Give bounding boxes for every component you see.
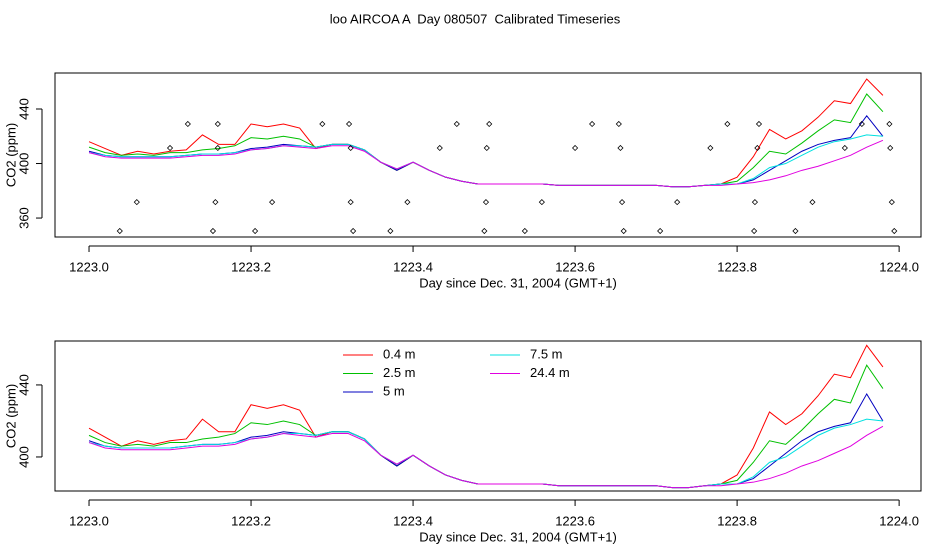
point-marker bbox=[436, 144, 443, 152]
point-marker bbox=[888, 199, 895, 206]
point-marker bbox=[589, 120, 596, 128]
x-tick-label: 1224.0 bbox=[879, 259, 919, 274]
plot-box bbox=[54, 72, 922, 238]
point-marker bbox=[209, 227, 217, 235]
x-tick-label: 1224.0 bbox=[879, 513, 919, 528]
x-axis-title: Day since Dec. 31, 2004 (GMT+1) bbox=[419, 275, 617, 290]
point-marker bbox=[453, 120, 460, 128]
point-marker bbox=[184, 120, 191, 128]
point-marker bbox=[707, 144, 714, 152]
x-tick-label: 1223.4 bbox=[393, 259, 433, 274]
x-tick-label: 1223.8 bbox=[717, 513, 757, 528]
point-marker bbox=[116, 227, 123, 235]
point-marker bbox=[615, 120, 622, 128]
series-line bbox=[88, 418, 883, 489]
series-line bbox=[88, 139, 884, 188]
series-line bbox=[88, 392, 884, 489]
point-marker bbox=[404, 199, 411, 206]
point-marker bbox=[481, 227, 488, 235]
point-marker bbox=[754, 144, 761, 152]
x-tick-label: 1223.8 bbox=[717, 259, 757, 274]
series-line bbox=[88, 364, 884, 489]
point-marker bbox=[887, 144, 894, 152]
plot-box bbox=[54, 340, 922, 492]
point-marker bbox=[346, 120, 353, 128]
point-marker bbox=[858, 120, 865, 128]
legend-label: 2.5 m bbox=[383, 365, 416, 380]
point-marker bbox=[809, 199, 816, 206]
point-marker bbox=[486, 120, 493, 128]
series-line bbox=[88, 134, 883, 188]
point-marker bbox=[214, 120, 221, 128]
point-marker bbox=[751, 199, 758, 206]
chart-title: loo AIRCOA A Day 080507 Calibrated Times… bbox=[330, 11, 621, 26]
point-marker bbox=[620, 227, 627, 235]
point-marker bbox=[521, 227, 528, 235]
series-line bbox=[88, 114, 884, 188]
point-marker bbox=[166, 144, 174, 152]
point-marker bbox=[347, 144, 354, 152]
x-tick-label: 1223.0 bbox=[69, 513, 109, 528]
point-marker bbox=[886, 120, 893, 128]
x-tick-label: 1223.0 bbox=[69, 259, 109, 274]
point-marker bbox=[133, 199, 140, 206]
point-marker bbox=[755, 120, 763, 128]
point-marker bbox=[387, 227, 394, 235]
point-marker bbox=[674, 199, 681, 206]
point-marker bbox=[751, 227, 758, 235]
y-axis-title: CO2 (ppm) bbox=[3, 123, 18, 187]
legend-label: 7.5 m bbox=[530, 346, 563, 361]
x-tick-label: 1223.2 bbox=[231, 513, 271, 528]
point-marker bbox=[482, 199, 490, 206]
x-tick-label: 1223.2 bbox=[231, 259, 271, 274]
x-tick-label: 1223.6 bbox=[555, 513, 595, 528]
point-marker bbox=[350, 227, 357, 235]
point-marker bbox=[212, 199, 219, 206]
point-marker bbox=[724, 120, 731, 128]
point-marker bbox=[269, 199, 276, 206]
y-axis-title: CO2 (ppm) bbox=[3, 384, 18, 448]
y-tick-label: 400 bbox=[16, 153, 31, 175]
point-marker bbox=[617, 144, 624, 152]
point-marker bbox=[252, 227, 259, 235]
y-tick-label: 400 bbox=[16, 446, 31, 468]
legend-label: 0.4 m bbox=[383, 346, 416, 361]
point-marker bbox=[891, 227, 898, 235]
point-marker bbox=[483, 144, 490, 152]
point-marker bbox=[572, 144, 579, 152]
point-marker bbox=[792, 227, 799, 235]
point-marker bbox=[319, 120, 326, 128]
series-line bbox=[88, 344, 884, 489]
legend-label: 5 m bbox=[383, 383, 405, 398]
y-tick-label: 360 bbox=[16, 207, 31, 229]
series-line bbox=[88, 93, 884, 188]
point-marker bbox=[214, 144, 221, 152]
point-marker bbox=[841, 144, 848, 152]
x-tick-label: 1223.6 bbox=[555, 259, 595, 274]
legend-label: 24.4 m bbox=[530, 365, 570, 380]
y-tick-label: 440 bbox=[16, 98, 31, 120]
series-line bbox=[88, 78, 884, 188]
series-line bbox=[88, 425, 884, 489]
point-marker bbox=[657, 227, 664, 235]
x-tick-label: 1223.4 bbox=[393, 513, 433, 528]
x-axis-title: Day since Dec. 31, 2004 (GMT+1) bbox=[419, 529, 617, 544]
y-tick-label: 440 bbox=[16, 374, 31, 396]
point-marker bbox=[619, 199, 626, 206]
point-marker bbox=[538, 199, 545, 206]
point-marker bbox=[347, 199, 354, 206]
